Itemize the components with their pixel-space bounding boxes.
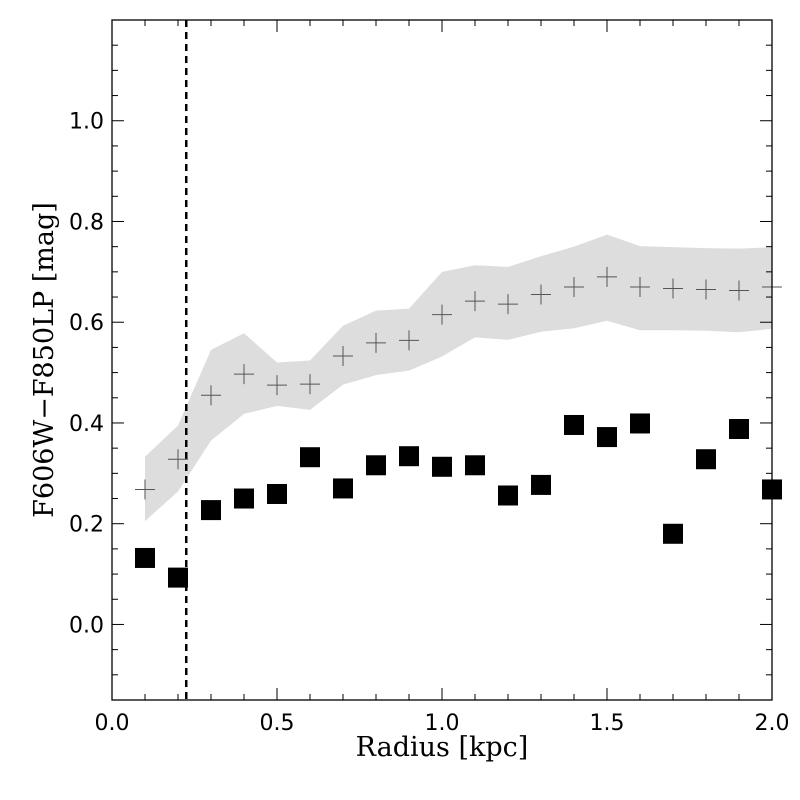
- square-marker: [432, 456, 452, 477]
- square-marker: [366, 455, 386, 476]
- plus-series: [135, 266, 782, 500]
- square-marker: [531, 474, 551, 495]
- plus-marker: [366, 332, 386, 353]
- square-marker: [267, 483, 287, 504]
- square-marker: [201, 500, 221, 521]
- square-series: [135, 413, 782, 588]
- plus-marker: [498, 294, 518, 315]
- y-tick-label: 0.0: [69, 613, 104, 638]
- y-axis-label: F606W−F850LP [mag]: [29, 202, 60, 518]
- square-marker: [333, 478, 353, 499]
- y-tick-label: 0.6: [69, 311, 104, 336]
- x-tick-label: 0.5: [260, 711, 295, 736]
- y-tick-label: 0.8: [69, 210, 104, 235]
- plus-marker: [696, 279, 716, 300]
- y-tick-label: 0.2: [69, 513, 104, 538]
- square-marker: [729, 419, 749, 440]
- square-marker: [135, 547, 155, 568]
- x-axis-label: Radius [kpc]: [356, 732, 529, 763]
- square-marker: [597, 427, 617, 448]
- ticks-layer: [111, 19, 773, 700]
- plot-frame: [111, 19, 773, 701]
- plus-marker: [135, 479, 155, 500]
- plus-marker: [168, 449, 188, 470]
- plus-marker: [729, 280, 749, 301]
- x-tick-label: 1.0: [425, 711, 460, 736]
- plus-marker: [399, 330, 419, 351]
- plus-marker: [597, 266, 617, 287]
- square-marker: [696, 449, 716, 470]
- tick-labels: 0.0 0.5 1.0 1.5 2.0 0.0 0.2 0.4 0.6 0.8 1.0: [69, 110, 790, 736]
- square-marker: [564, 414, 584, 435]
- band-layer: [145, 234, 772, 522]
- plus-marker: [201, 385, 221, 406]
- shaded-band: [145, 234, 772, 522]
- x-tick-label: 0.0: [95, 711, 130, 736]
- square-marker: [300, 447, 320, 468]
- plus-marker: [234, 364, 254, 385]
- plus-marker: [663, 278, 683, 299]
- square-marker: [168, 567, 188, 588]
- plus-marker: [267, 375, 287, 396]
- square-marker: [630, 413, 650, 434]
- x-tick-label: 2.0: [755, 711, 790, 736]
- square-marker: [465, 455, 485, 476]
- plus-marker: [630, 276, 650, 297]
- plus-marker: [531, 284, 551, 305]
- plus-marker: [432, 304, 452, 325]
- plus-marker: [465, 291, 485, 312]
- plus-marker: [300, 374, 320, 395]
- plus-marker: [564, 276, 584, 297]
- x-tick-label: 1.5: [590, 711, 625, 736]
- square-marker: [234, 488, 254, 509]
- plus-marker: [333, 345, 353, 366]
- square-marker: [399, 446, 419, 467]
- y-tick-label: 0.4: [69, 412, 104, 437]
- y-tick-label: 1.0: [69, 110, 104, 135]
- square-marker: [498, 485, 518, 506]
- square-marker: [663, 523, 683, 544]
